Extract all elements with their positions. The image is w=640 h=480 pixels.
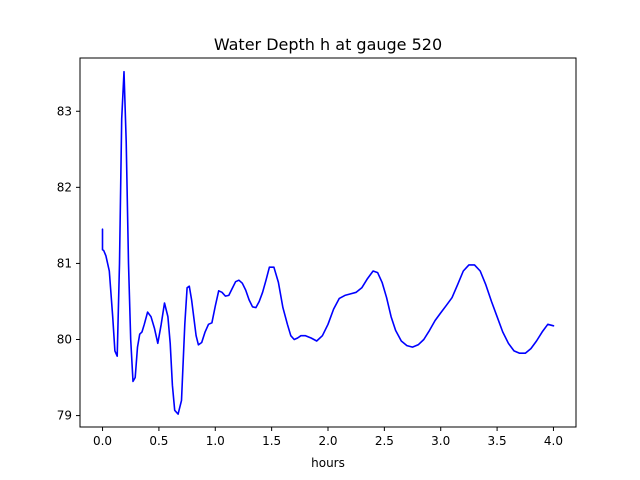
x-tick-label: 2.5 bbox=[375, 434, 394, 448]
y-tick-label: 82 bbox=[57, 180, 72, 194]
x-tick-label: 0.5 bbox=[149, 434, 168, 448]
x-tick-label: 4.0 bbox=[544, 434, 563, 448]
x-axis-ticks: 0.0 0.5 1.0 1.5 2.0 2.5 3.0 3.5 4.0 bbox=[93, 427, 563, 448]
y-tick-label: 81 bbox=[57, 256, 72, 270]
series-layer bbox=[101, 70, 555, 415]
y-axis-ticks: 79 80 81 82 83 bbox=[57, 104, 80, 423]
x-tick-label: 3.5 bbox=[488, 434, 507, 448]
y-tick-label: 83 bbox=[57, 104, 72, 118]
y-tick-label: 80 bbox=[57, 333, 72, 347]
x-axis-label: hours bbox=[311, 456, 345, 470]
y-tick-label: 79 bbox=[57, 409, 72, 423]
x-tick-label: 1.0 bbox=[206, 434, 225, 448]
series-line-0 bbox=[101, 70, 555, 415]
x-tick-label: 1.5 bbox=[262, 434, 281, 448]
x-tick-label: 3.0 bbox=[431, 434, 450, 448]
x-tick-label: 0.0 bbox=[93, 434, 112, 448]
chart-title: Water Depth h at gauge 520 bbox=[214, 35, 442, 54]
x-tick-label: 2.0 bbox=[318, 434, 337, 448]
